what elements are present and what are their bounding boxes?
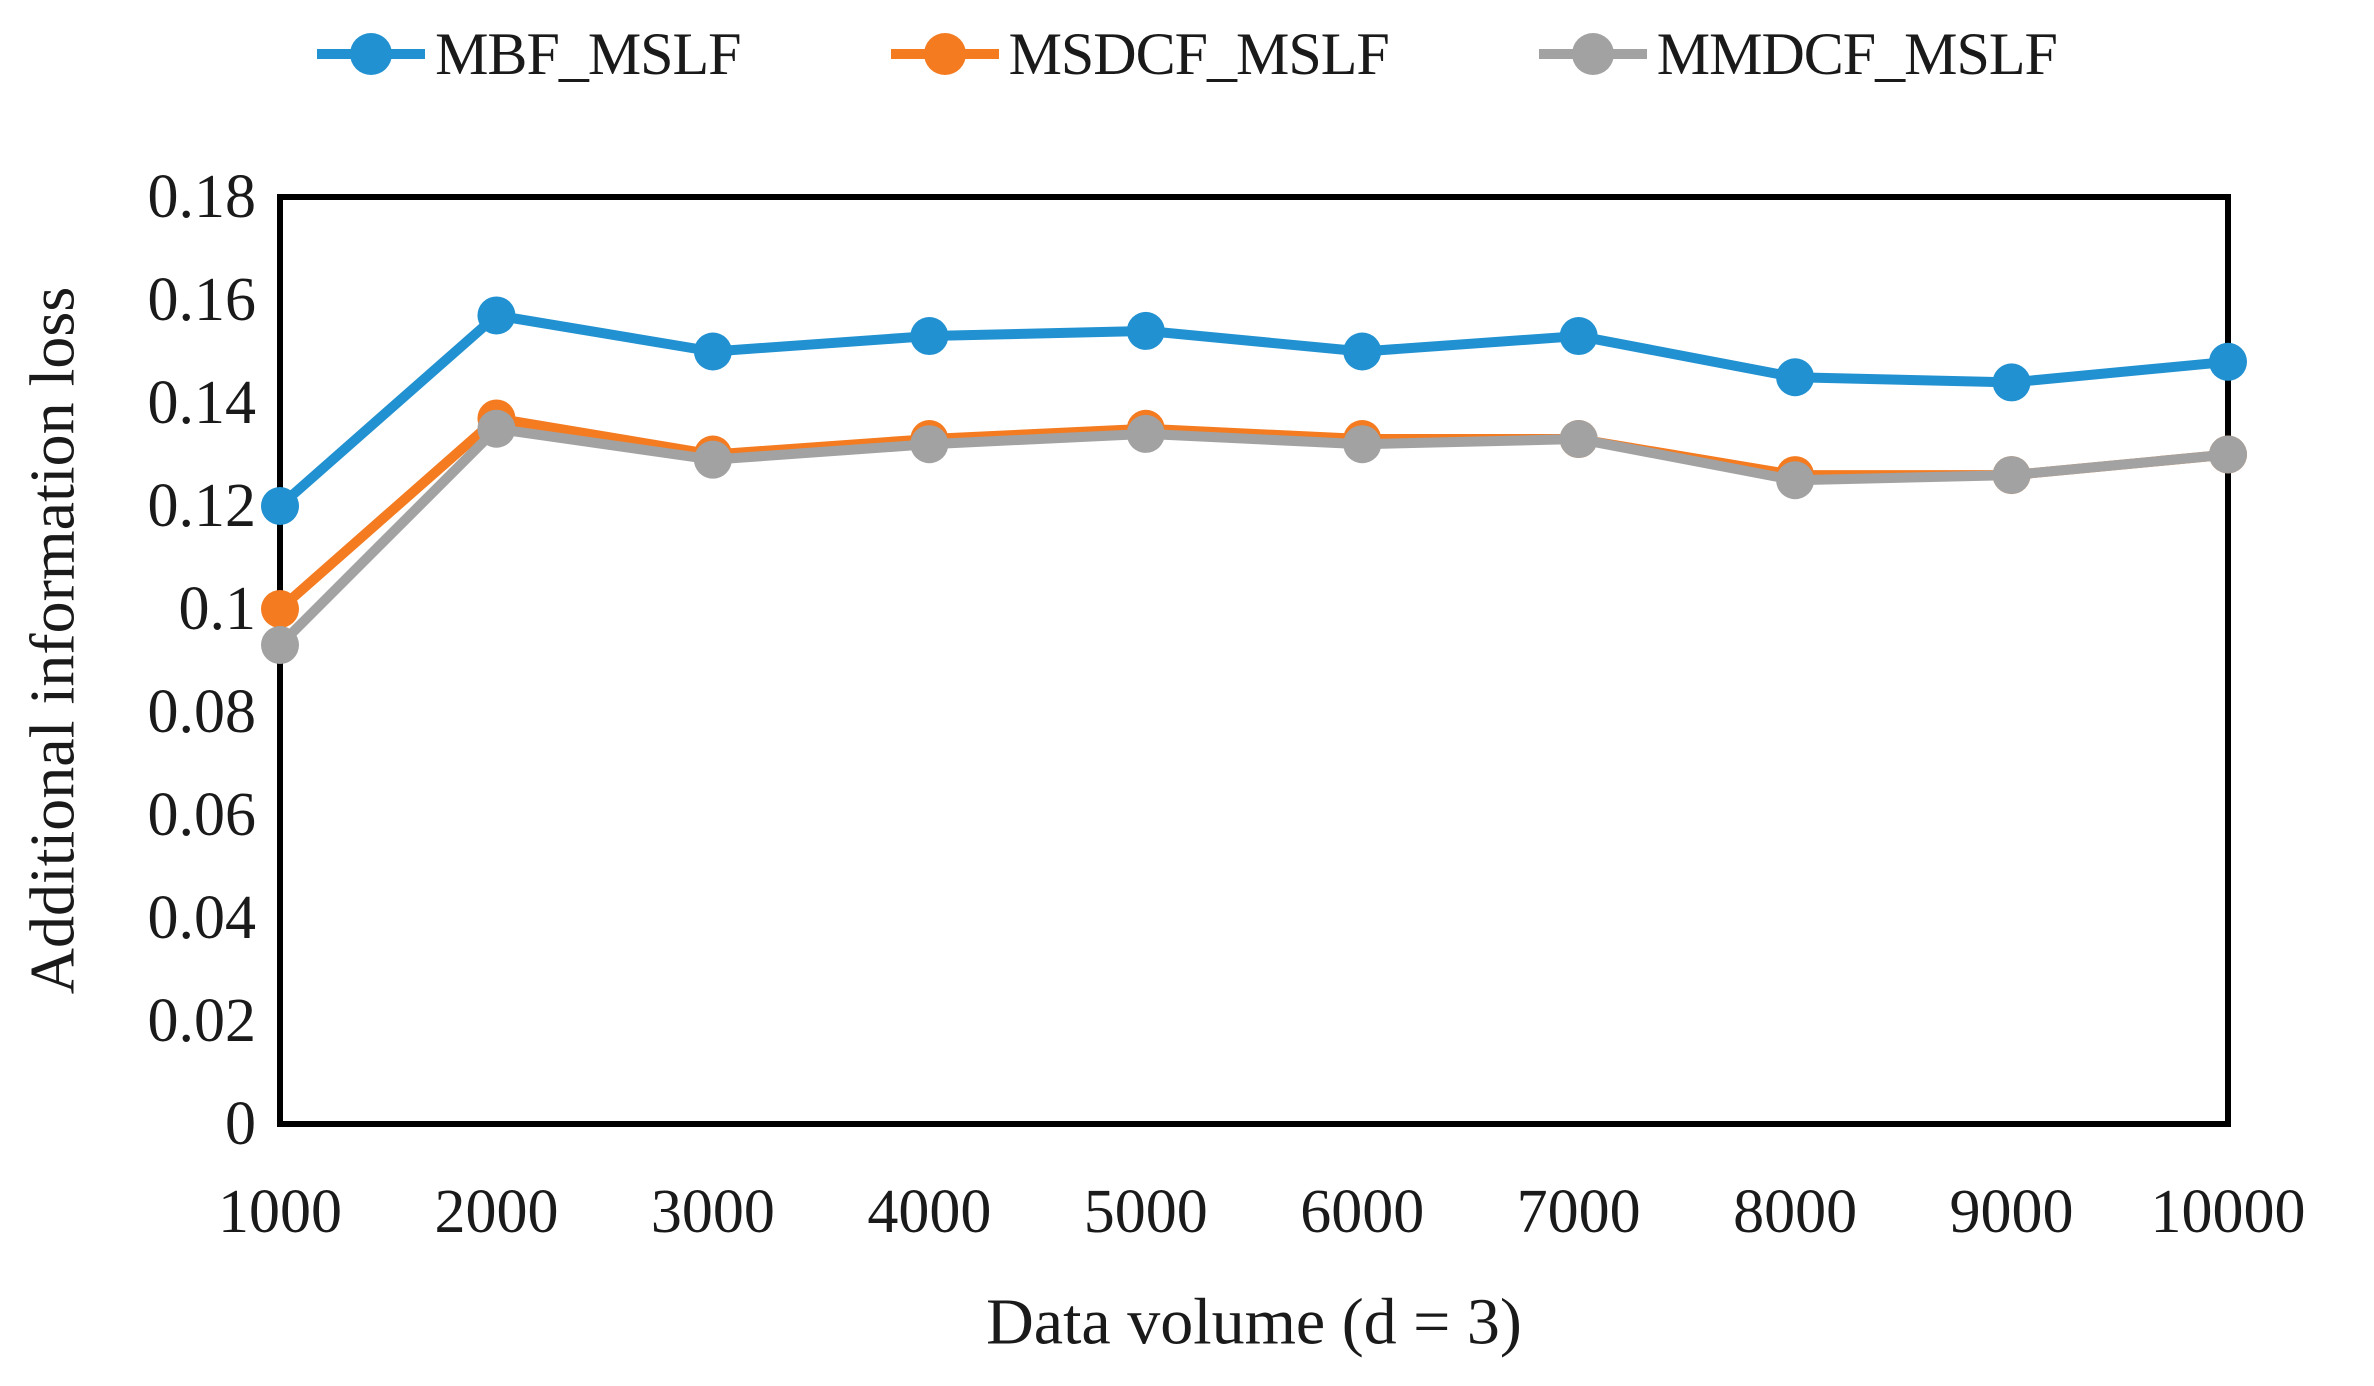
data-point-mbf_mslf-9000 xyxy=(1992,363,2031,402)
data-point-mbf_mslf-6000 xyxy=(1343,332,1382,371)
y-axis-title: Additional information loss xyxy=(17,287,88,995)
y-tick-label: 0.12 xyxy=(148,472,257,540)
x-tick-label: 10000 xyxy=(2151,1178,2306,1246)
data-point-mbf_mslf-4000 xyxy=(910,317,949,356)
data-point-mmdcf_mslf-10000 xyxy=(2209,435,2247,474)
legend-item-msdcf-mslf: MSDCF_MSLF xyxy=(890,20,1390,89)
legend-item-mmdcf-mslf: MMDCF_MSLF xyxy=(1538,20,2058,89)
legend-marker-icon xyxy=(1538,31,1647,77)
x-tick-label: 4000 xyxy=(867,1178,991,1246)
data-point-mbf_mslf-1000 xyxy=(261,487,299,525)
plot-frame xyxy=(277,194,2231,1127)
y-tick-label: 0.08 xyxy=(148,678,257,746)
data-point-mbf_mslf-10000 xyxy=(2209,342,2247,381)
x-tick-label: 2000 xyxy=(434,1178,558,1246)
series-line-mmdcf_mslf xyxy=(275,423,2233,651)
y-tick-label: 0.16 xyxy=(148,266,257,334)
x-tick-label: 5000 xyxy=(1084,1178,1208,1246)
data-point-mbf_mslf-5000 xyxy=(1126,311,1165,350)
data-point-mmdcf_mslf-6000 xyxy=(1343,425,1382,464)
series-line-mbf_mslf xyxy=(275,310,2233,511)
legend-label: MBF_MSLF xyxy=(435,20,741,87)
legend-marker-icon xyxy=(317,31,426,77)
y-tick-label: 0.18 xyxy=(148,163,257,231)
y-tick-label: 0.04 xyxy=(148,884,257,952)
x-tick-label: 3000 xyxy=(651,1178,775,1246)
data-point-mmdcf_mslf-3000 xyxy=(693,440,732,479)
x-tick-label: 1000 xyxy=(218,1178,342,1246)
data-point-mbf_mslf-3000 xyxy=(693,332,732,371)
x-tick-label: 9000 xyxy=(1950,1178,2074,1246)
data-point-mmdcf_mslf-4000 xyxy=(910,425,949,464)
data-point-mmdcf_mslf-5000 xyxy=(1126,414,1165,453)
y-tick-label: 0 xyxy=(225,1090,256,1158)
y-tick-label: 0.1 xyxy=(179,575,257,643)
y-tick-label: 0.06 xyxy=(148,781,257,849)
x-tick-label: 6000 xyxy=(1300,1178,1424,1246)
data-point-mbf_mslf-2000 xyxy=(477,296,516,335)
data-point-msdcf_mslf-1000 xyxy=(261,590,299,628)
data-point-mbf_mslf-7000 xyxy=(1559,317,1598,356)
data-point-mmdcf_mslf-2000 xyxy=(477,409,516,448)
legend-label: MSDCF_MSLF xyxy=(1008,20,1390,87)
legend-marker-icon xyxy=(890,31,999,77)
data-point-mmdcf_mslf-8000 xyxy=(1776,461,1815,500)
data-point-mmdcf_mslf-9000 xyxy=(1992,456,2031,495)
x-tick-label: 7000 xyxy=(1517,1178,1641,1246)
x-tick-label: 8000 xyxy=(1733,1178,1857,1246)
y-tick-label: 0.02 xyxy=(148,987,257,1055)
x-axis-title: Data volume (d = 3) xyxy=(986,1286,1522,1359)
data-point-mmdcf_mslf-7000 xyxy=(1559,420,1598,459)
data-point-mbf_mslf-8000 xyxy=(1776,358,1815,397)
y-tick-label: 0.14 xyxy=(148,369,257,437)
series-line-msdcf_mslf xyxy=(275,413,2233,614)
legend-item-mbf-mslf: MBF_MSLF xyxy=(317,20,742,89)
data-point-mmdcf_mslf-1000 xyxy=(261,626,299,665)
chart-legend: MBF_MSLF MSDCF_MSLF MMDCF_MSLF xyxy=(0,8,2374,100)
legend-label: MMDCF_MSLF xyxy=(1656,20,2058,87)
